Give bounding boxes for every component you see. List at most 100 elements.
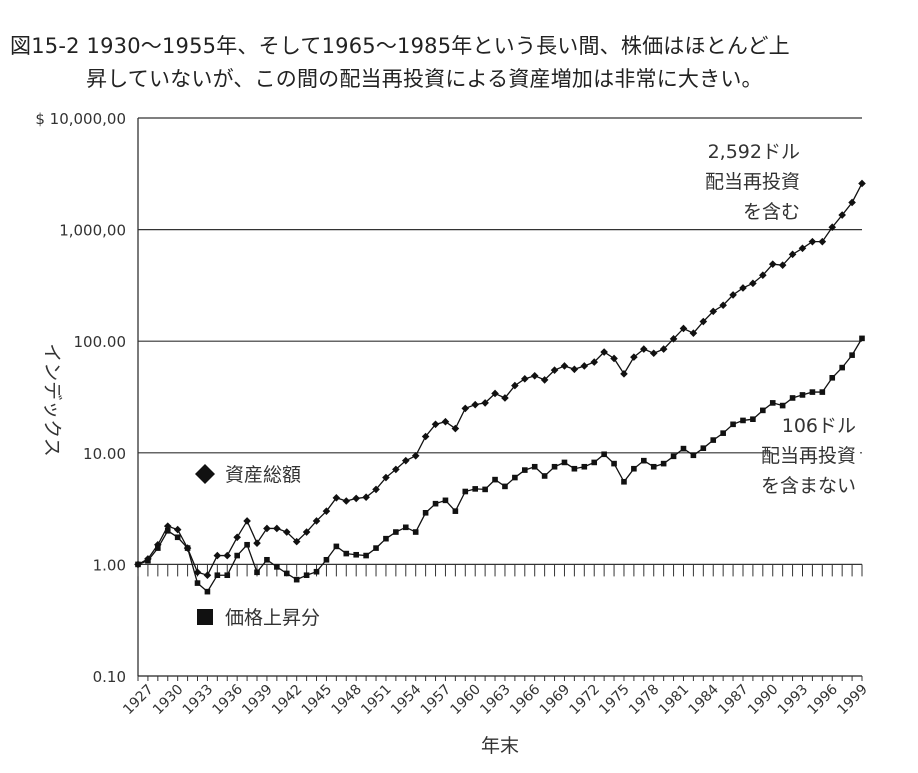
x-tick-label: 1933	[180, 682, 217, 719]
legend-diamond-marker	[195, 464, 215, 484]
series-line	[137, 183, 863, 576]
square-point	[492, 476, 498, 483]
diamond-point	[858, 179, 866, 188]
diamond-point	[213, 551, 222, 560]
annotation-background	[772, 441, 860, 468]
annotation-label: 配当再投資	[705, 171, 800, 193]
diamond-point	[203, 571, 212, 580]
x-tick-label: 1954	[388, 681, 425, 718]
square-point	[809, 389, 816, 395]
square-point	[760, 407, 766, 414]
square-point	[393, 529, 399, 535]
legend-square-marker	[197, 609, 213, 625]
square-point	[601, 451, 607, 458]
data-series	[134, 179, 866, 595]
square-point	[561, 459, 568, 466]
square-point	[264, 556, 270, 563]
square-point	[244, 541, 250, 548]
diamond-point	[263, 524, 271, 533]
diamond-point	[501, 394, 509, 402]
diamond-point	[550, 366, 559, 374]
square-point	[333, 543, 340, 550]
x-tick-label: 1996	[805, 681, 842, 718]
diamond-point	[630, 353, 638, 361]
x-tick-label: 1951	[358, 682, 395, 719]
square-point	[452, 508, 459, 514]
square-point	[442, 497, 449, 504]
square-point	[274, 564, 280, 570]
x-tick-label: 1993	[775, 682, 812, 719]
square-point	[531, 463, 538, 470]
square-point	[829, 374, 836, 381]
x-tick-label: 1939	[239, 682, 276, 719]
x-tick-label: 1936	[209, 681, 246, 718]
square-point	[502, 483, 508, 490]
diamond-point	[699, 317, 708, 326]
diamond-point	[590, 358, 599, 366]
x-tick-label: 1927	[120, 682, 157, 719]
diamond-point	[560, 362, 569, 370]
diamond-point	[659, 345, 668, 353]
diamond-point	[382, 473, 390, 482]
diamond-point	[411, 451, 420, 460]
diamond-point	[441, 417, 450, 426]
series-price-only	[135, 335, 865, 595]
diamond-point	[768, 260, 777, 268]
square-point	[621, 478, 627, 485]
diamond-point	[302, 528, 311, 536]
square-point	[462, 488, 469, 495]
chart-title-line-1: 図15-2 1930〜1955年、そして1965〜1985年という長い間、株価は…	[10, 34, 790, 58]
diamond-point	[481, 399, 489, 407]
diamond-point	[491, 389, 499, 398]
diamond-point	[511, 381, 519, 390]
square-point	[641, 457, 647, 464]
legend-label: 価格上昇分	[225, 607, 320, 629]
diamond-point	[540, 376, 549, 384]
diamond-point	[530, 371, 539, 380]
square-point	[135, 561, 141, 568]
series-total-return	[134, 179, 866, 580]
square-point	[283, 570, 290, 577]
diamond-point	[282, 528, 291, 536]
diamond-point	[352, 494, 360, 503]
square-point	[660, 460, 667, 467]
diamond-point	[610, 354, 618, 363]
diamond-point	[401, 456, 410, 465]
square-point	[611, 460, 617, 467]
square-point	[194, 580, 201, 586]
diamond-point	[332, 494, 341, 502]
diamond-point	[223, 551, 232, 560]
x-tick-label: 1972	[567, 682, 604, 719]
square-point	[720, 430, 726, 436]
y-tick-label: 10.00	[83, 445, 126, 463]
diamond-point	[173, 525, 182, 534]
square-point	[482, 486, 488, 493]
square-point	[631, 465, 637, 472]
square-point	[591, 459, 598, 466]
diamond-point	[838, 211, 846, 219]
diamond-point	[788, 250, 797, 259]
square-point	[214, 572, 221, 579]
diamond-point	[719, 301, 727, 310]
diamond-point	[362, 493, 370, 502]
diamond-point	[828, 223, 837, 232]
chart-title-line-2: 昇していないが、この間の配当再投資による資産増加は非常に大きい。	[86, 67, 763, 91]
annotation-label: を含む	[743, 201, 800, 223]
x-tick-label: 1981	[656, 682, 693, 719]
square-point	[779, 402, 786, 409]
square-point	[690, 452, 697, 459]
square-point	[373, 545, 379, 551]
annotation-background	[772, 411, 860, 438]
square-point	[293, 576, 300, 583]
square-point	[224, 572, 231, 579]
diamond-point	[729, 291, 737, 299]
diamond-point	[431, 420, 440, 429]
annotation-label: 106ドル	[782, 415, 856, 437]
square-point	[710, 437, 717, 443]
square-point	[769, 400, 776, 406]
y-tick-label: $ 10,000,00	[35, 110, 126, 128]
diamond-point	[808, 237, 817, 246]
